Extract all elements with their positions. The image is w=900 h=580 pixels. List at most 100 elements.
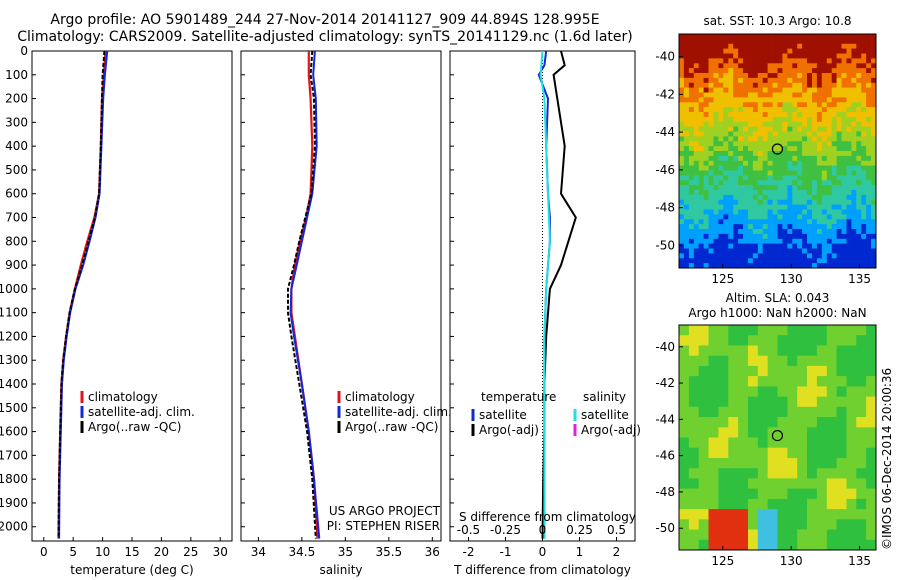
map-cell <box>688 529 700 541</box>
map-y-tick-label: -44 <box>655 125 675 139</box>
map-cell <box>688 121 695 128</box>
map-cell <box>767 219 773 225</box>
map-cell <box>856 194 862 201</box>
map-cell <box>728 97 734 103</box>
map-cell <box>846 185 852 191</box>
map-cell <box>757 396 769 408</box>
map-cell <box>772 43 778 50</box>
legend-label: satellite <box>479 408 527 422</box>
map-cell <box>693 107 700 113</box>
map-cell <box>723 73 729 79</box>
map-cell <box>767 229 773 235</box>
map-cell <box>816 190 823 196</box>
map-cell <box>826 34 833 40</box>
map-cell <box>748 194 754 201</box>
map-cell <box>748 427 759 438</box>
map-cell <box>816 253 823 259</box>
map-cell <box>787 233 793 240</box>
map-cell <box>772 107 778 113</box>
map-cell <box>856 386 867 397</box>
map-cell <box>782 97 788 103</box>
top-tick-label: -0.25 <box>490 523 521 537</box>
map-cell <box>772 112 778 118</box>
map-cell <box>866 396 877 408</box>
map-cell <box>777 58 783 64</box>
map-cell <box>688 160 695 167</box>
map-cell <box>866 116 872 123</box>
map-cell <box>688 116 695 123</box>
map-cell <box>767 519 778 530</box>
map-cell <box>797 131 803 137</box>
map-cell <box>787 87 793 93</box>
map-cell <box>836 478 847 489</box>
map-cell <box>738 34 744 40</box>
map-cell <box>812 243 818 249</box>
map-cell <box>792 121 798 128</box>
map-cell <box>826 498 838 510</box>
map-cell <box>861 155 867 162</box>
map-cell <box>698 77 704 84</box>
map-cell <box>807 102 813 108</box>
map-cell <box>836 34 842 40</box>
map-cell <box>679 325 690 336</box>
map-cell <box>718 243 724 249</box>
map-cell <box>679 77 685 84</box>
map-cell <box>743 92 749 98</box>
map-cell <box>821 77 828 84</box>
map-cell <box>688 248 695 254</box>
map-cell <box>752 155 759 162</box>
map-cell <box>871 82 877 89</box>
map-cell <box>866 224 872 230</box>
map-cell <box>807 437 818 449</box>
map-cell <box>752 160 759 167</box>
map-cell <box>733 97 739 103</box>
x-tick-label: 10 <box>95 545 110 559</box>
map-cell <box>787 73 793 79</box>
map-cell <box>748 488 759 500</box>
map-cell <box>866 92 872 98</box>
map-cell <box>757 509 769 520</box>
map-cell <box>831 229 837 235</box>
map-cell <box>772 248 778 254</box>
map-cell <box>683 151 690 157</box>
map-cell <box>748 243 754 249</box>
map-cell <box>856 209 862 215</box>
map-cell <box>777 468 788 479</box>
map-cell <box>708 34 714 40</box>
map-cell <box>708 185 714 191</box>
map-cell <box>718 376 729 387</box>
map-cell <box>757 68 764 74</box>
map-cell <box>748 219 754 225</box>
map-cell <box>792 97 798 103</box>
map-cell <box>693 73 700 79</box>
map-cell <box>703 97 709 103</box>
map-cell <box>728 116 734 123</box>
map-cell <box>713 219 719 225</box>
map-cell <box>851 112 857 118</box>
map-cell <box>846 498 857 510</box>
map-cell <box>723 243 729 249</box>
map-cell <box>688 458 700 469</box>
map-cell <box>856 539 867 551</box>
map-cell <box>738 68 744 74</box>
map-cell <box>757 102 764 108</box>
map-cell <box>679 107 685 113</box>
map-cell <box>846 214 852 220</box>
map-cell <box>723 204 729 210</box>
map-cell <box>797 126 803 132</box>
map-cell <box>679 68 685 74</box>
map-cell <box>816 48 823 54</box>
map-cell <box>841 38 847 45</box>
map-cell <box>826 396 838 408</box>
map-cell <box>871 112 877 118</box>
map-cell <box>698 447 709 459</box>
map-cell <box>856 190 862 196</box>
map-cell <box>698 209 704 215</box>
map-cell <box>856 126 862 132</box>
map-cell <box>718 335 729 346</box>
map-cell <box>812 170 818 176</box>
map-cell <box>812 38 818 45</box>
map-cell <box>762 238 768 245</box>
map-cell <box>748 529 759 541</box>
map-cell <box>836 63 842 69</box>
